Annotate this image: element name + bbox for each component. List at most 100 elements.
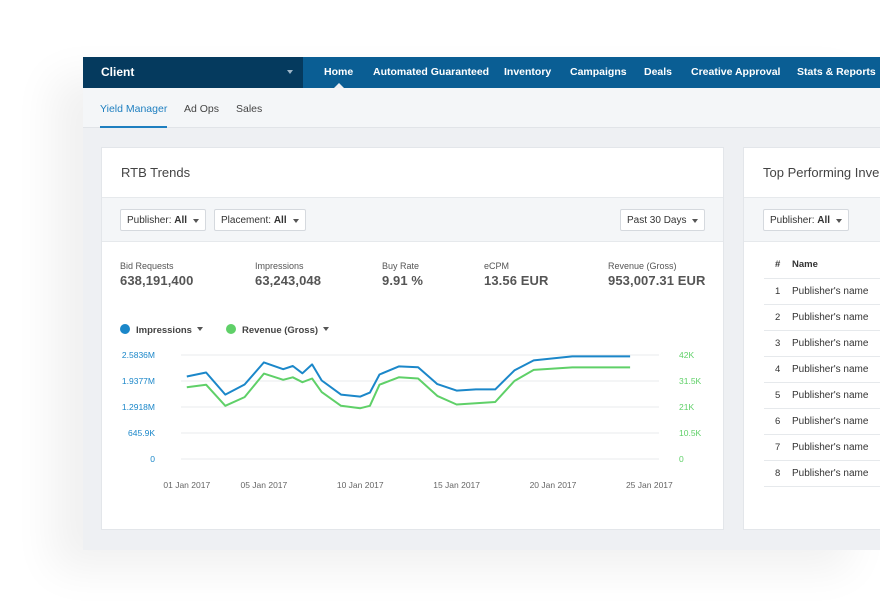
y-left-tick-label: 2.5836M — [122, 350, 155, 360]
nav-stats-reports[interactable]: Stats & Reports — [797, 66, 876, 78]
publisher-dropdown[interactable]: Publisher: All — [120, 209, 207, 231]
y-right-tick-label: 21K — [679, 402, 694, 412]
legend-impressions-label: Impressions — [136, 325, 192, 336]
panel-title: Top Performing Inve — [763, 165, 880, 180]
y-left-tick-label: 1.9377M — [122, 376, 155, 386]
chevron-down-icon — [193, 219, 200, 223]
publisher-name: Publisher's name — [792, 416, 869, 427]
nav-inventory[interactable]: Inventory — [504, 66, 552, 78]
tab-ad-ops[interactable]: Ad Ops — [184, 103, 220, 115]
publisher-dropdown[interactable]: Publisher: All — [763, 209, 850, 231]
revenue-dot — [226, 324, 236, 334]
filter-bar: Publisher: All — [744, 197, 880, 242]
chevron-down-icon — [692, 219, 699, 223]
publisher-name: Publisher's name — [792, 364, 869, 375]
y-right-tick-label: 0 — [679, 454, 684, 464]
placement-dropdown[interactable]: Placement: All — [214, 209, 306, 231]
table-row[interactable]: 2 Publisher's name — [764, 304, 880, 330]
tab-sales[interactable]: Sales — [236, 103, 263, 115]
y-right-tick-label: 42K — [679, 350, 694, 360]
table-row[interactable]: 5 Publisher's name — [764, 382, 880, 408]
publisher-name: Publisher's name — [792, 442, 869, 453]
column-header-number: # — [775, 259, 781, 270]
y-left-tick-label: 0 — [150, 454, 155, 464]
rtb-line-chart: 0 0 645.9K 10.5K 1.2918M 21K 1.9377M 31.5K 2.583… — [122, 350, 702, 490]
placement-value: All — [273, 215, 287, 226]
kpi-value: 953,007.31 EUR — [608, 273, 706, 288]
kpi-value: 638,191,400 — [120, 273, 194, 288]
table-row[interactable]: 6 Publisher's name — [764, 408, 880, 434]
date-range-value: Past 30 Days — [627, 215, 687, 226]
chevron-down-icon — [196, 327, 203, 331]
nav-automated-guaranteed[interactable]: Automated Guaranteed — [373, 66, 490, 78]
client-selector[interactable]: Client — [83, 57, 303, 88]
kpi-impressions: Impressions 63,243,048 — [255, 261, 321, 288]
filter-bar: Publisher: All Placement: All Past 30 Da… — [102, 197, 723, 242]
panel-title: RTB Trends — [121, 165, 191, 180]
top-nav: Client Home Automated Guaranteed Invento… — [83, 57, 880, 88]
table-row[interactable]: 8 Publisher's name — [764, 460, 880, 486]
x-tick-label: 20 Jan 2017 — [530, 480, 577, 490]
y-right-tick-label: 10.5K — [679, 428, 702, 438]
client-label: Client — [101, 65, 135, 79]
kpi-bid-requests: Bid Requests 638,191,400 — [120, 261, 193, 288]
x-tick-label: 10 Jan 2017 — [337, 480, 384, 490]
rtb-trends-panel: RTB Trends Publisher: All Placement: All… — [101, 147, 724, 530]
tab-yield-manager[interactable]: Yield Manager — [100, 103, 168, 128]
publisher-name: Publisher's name — [792, 468, 869, 479]
publisher-name: Publisher's name — [792, 286, 869, 297]
publisher-name: Publisher's name — [792, 312, 869, 323]
column-header-name: Name — [792, 259, 818, 270]
kpi-buy-rate: Buy Rate 9.91 % — [382, 261, 423, 288]
legend-revenue[interactable]: Revenue (Gross) — [226, 324, 330, 336]
chevron-down-icon — [287, 70, 293, 74]
nav-campaigns[interactable]: Campaigns — [570, 66, 627, 78]
kpi-label: eCPM — [484, 261, 510, 271]
table-row[interactable]: 4 Publisher's name — [764, 356, 880, 382]
placement-label: Placement: — [221, 215, 272, 226]
table-row[interactable]: 7 Publisher's name — [764, 434, 880, 460]
row-number: 2 — [775, 312, 781, 323]
publisher-name: Publisher's name — [792, 390, 869, 401]
impressions-series-line — [186, 355, 631, 398]
kpi-value: 13.56 EUR — [484, 273, 549, 288]
nav-creative-approval[interactable]: Creative Approval — [691, 66, 781, 78]
row-number: 5 — [775, 390, 781, 401]
row-number: 7 — [775, 442, 781, 453]
publisher-value: All — [174, 215, 188, 226]
table-bottom-border — [764, 486, 880, 487]
y-left-tick-label: 645.9K — [128, 428, 155, 438]
row-number: 8 — [775, 468, 781, 479]
nav-home[interactable]: Home — [324, 66, 354, 88]
kpi-revenue: Revenue (Gross) 953,007.31 EUR — [608, 261, 706, 288]
kpi-label: Buy Rate — [382, 261, 420, 271]
table-row[interactable]: 3 Publisher's name — [764, 330, 880, 356]
publisher-label: Publisher: — [127, 215, 172, 226]
publisher-name: Publisher's name — [792, 338, 869, 349]
y-right-tick-label: 31.5K — [679, 376, 702, 386]
top-performing-panel: Top Performing Inve Publisher: All # Nam… — [743, 147, 880, 530]
kpi-label: Impressions — [255, 261, 304, 271]
y-left-tick-label: 1.2918M — [122, 402, 155, 412]
x-tick-label: 05 Jan 2017 — [240, 480, 287, 490]
row-number: 4 — [775, 364, 781, 375]
publisher-label: Publisher: — [770, 215, 815, 226]
app-window: Client Home Automated Guaranteed Invento… — [83, 57, 880, 550]
row-number: 3 — [775, 338, 781, 349]
kpi-label: Revenue (Gross) — [608, 261, 677, 271]
impressions-dot — [120, 324, 130, 334]
x-tick-label: 15 Jan 2017 — [433, 480, 480, 490]
legend-impressions[interactable]: Impressions — [120, 324, 203, 336]
publisher-value: All — [817, 215, 831, 226]
table-row[interactable]: 1 Publisher's name — [764, 278, 880, 304]
kpi-value: 63,243,048 — [255, 273, 322, 288]
x-tick-label: 01 Jan 2017 — [163, 480, 210, 490]
nav-deals[interactable]: Deals — [644, 66, 673, 78]
x-tick-label: 25 Jan 2017 — [626, 480, 673, 490]
date-range-dropdown[interactable]: Past 30 Days — [620, 209, 706, 231]
sub-nav: Yield Manager Ad Ops Sales — [83, 88, 880, 128]
row-number: 6 — [775, 416, 781, 427]
kpi-label: Bid Requests — [120, 261, 174, 271]
chevron-down-icon — [292, 219, 299, 223]
legend-revenue-label: Revenue (Gross) — [242, 325, 319, 336]
